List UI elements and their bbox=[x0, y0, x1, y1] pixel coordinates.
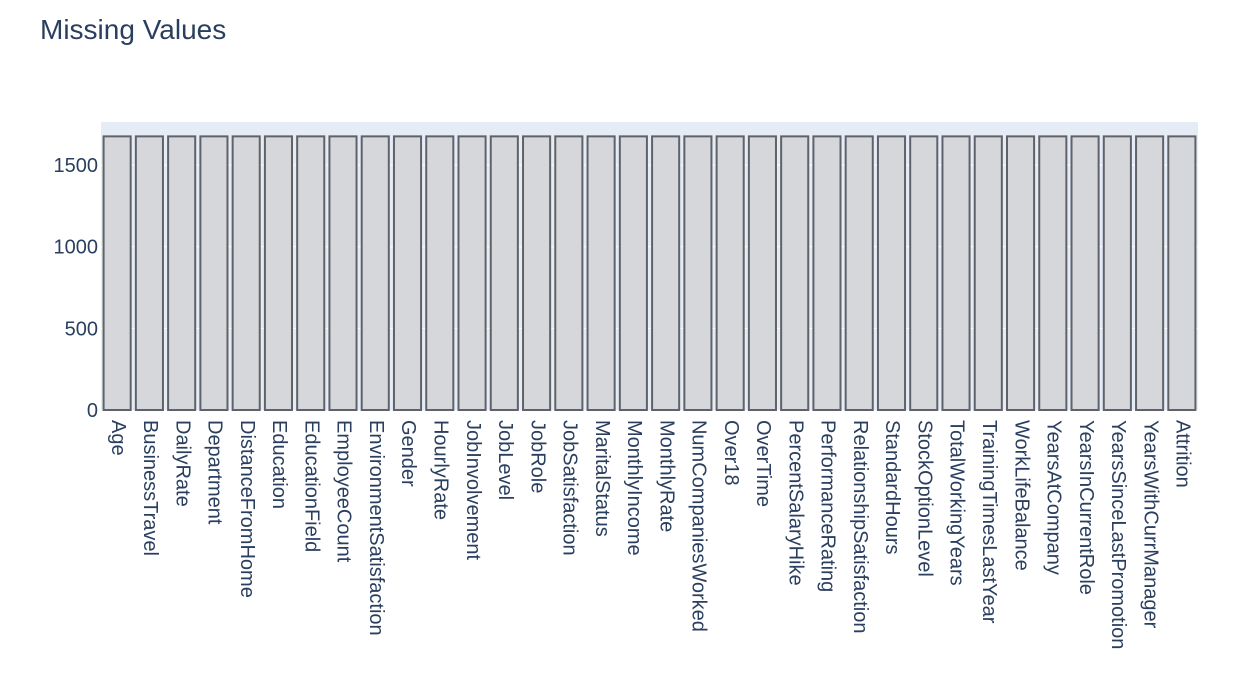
bar-businesstravel bbox=[134, 135, 164, 411]
x-tick-label: JobRole bbox=[526, 420, 548, 493]
bar-education bbox=[263, 135, 294, 411]
bar-over18 bbox=[715, 135, 745, 411]
x-tick-label: Education bbox=[268, 420, 290, 509]
x-tick-label: YearsAtCompany bbox=[1043, 420, 1065, 575]
y-tick-label: 500 bbox=[65, 318, 98, 340]
bar-maritalstatus bbox=[586, 135, 616, 411]
x-tick-label: BusinessTravel bbox=[139, 420, 161, 556]
x-tick-label: YearsSinceLastPromotion bbox=[1107, 420, 1129, 649]
x-tick-label: Over18 bbox=[720, 420, 742, 486]
bar-yearssincelastpromotion bbox=[1102, 135, 1132, 411]
bar-yearsincurrentrole bbox=[1070, 135, 1100, 411]
bar-joblevel bbox=[489, 135, 519, 411]
bar-jobinvolvement bbox=[457, 135, 487, 411]
x-tick-label: Gender bbox=[397, 420, 419, 487]
x-tick-label: MonthlyRate bbox=[655, 420, 677, 532]
x-tick-label: HourlyRate bbox=[429, 420, 451, 520]
chart-title: Missing Values bbox=[40, 14, 227, 45]
bar-stockoptionlevel bbox=[909, 135, 939, 411]
bar-hourlyrate bbox=[425, 135, 455, 411]
x-tick-label: OverTime bbox=[752, 420, 774, 507]
bar-overtime bbox=[747, 135, 777, 411]
bar-relationshipsatisfaction bbox=[844, 135, 874, 411]
y-axis-ticks: 0 500 1000 1500 bbox=[54, 155, 99, 422]
x-tick-label: EmployeeCount bbox=[333, 420, 355, 563]
x-tick-label: WorkLifeBalance bbox=[1010, 420, 1032, 571]
bar-dailyrate bbox=[167, 135, 197, 411]
x-tick-label: YearsWithCurrManager bbox=[1139, 420, 1161, 629]
bar-worklifebalance bbox=[1005, 135, 1036, 411]
bar-distancefromhome bbox=[231, 135, 261, 411]
x-tick-label: EducationField bbox=[300, 420, 322, 552]
x-tick-label: MaritalStatus bbox=[591, 420, 613, 537]
bar-educationfield bbox=[296, 135, 326, 411]
bar-monthlyrate bbox=[651, 135, 681, 411]
x-tick-label: Department bbox=[204, 420, 226, 525]
bar-jobrole bbox=[522, 135, 552, 411]
y-tick-label: 1500 bbox=[54, 155, 99, 177]
x-tick-label: Attrition bbox=[1172, 420, 1194, 488]
x-tick-label: PerformanceRating bbox=[817, 420, 839, 592]
bar-monthlyincome bbox=[618, 135, 648, 411]
x-tick-label: Age bbox=[107, 420, 129, 456]
x-tick-label: PercentSalaryHike bbox=[784, 420, 806, 586]
bar-yearswithcurrmanager bbox=[1135, 135, 1165, 411]
bar-age bbox=[102, 135, 132, 411]
bar-numcompaniesworked bbox=[683, 135, 713, 411]
bar-trainingtimeslastyear bbox=[973, 135, 1003, 411]
bar-percentsalaryhike bbox=[780, 135, 810, 411]
x-tick-label: DistanceFromHome bbox=[236, 420, 258, 598]
x-tick-label: YearsInCurrentRole bbox=[1075, 420, 1097, 595]
bar-department bbox=[199, 135, 229, 411]
x-tick-label: JobLevel bbox=[494, 420, 516, 500]
x-tick-label: TrainingTimesLastYear bbox=[978, 420, 1000, 624]
bar-totalworkingyears bbox=[941, 135, 971, 411]
bar-yearsatcompany bbox=[1038, 135, 1068, 411]
x-tick-label: StandardHours bbox=[881, 420, 903, 555]
x-axis-ticks: Age BusinessTravel DailyRate Department Dist… bbox=[107, 420, 1194, 649]
x-tick-label: StockOptionLevel bbox=[913, 420, 935, 577]
x-tick-label: EnvironmentSatisfaction bbox=[365, 420, 387, 636]
bar-performancerating bbox=[812, 135, 842, 411]
bars bbox=[102, 135, 1197, 411]
bar-gender bbox=[392, 135, 423, 411]
x-tick-label: DailyRate bbox=[171, 420, 193, 507]
bar-attrition bbox=[1167, 135, 1197, 411]
x-tick-label: JobSatisfaction bbox=[559, 420, 581, 556]
x-tick-label: MonthlyIncome bbox=[623, 420, 645, 556]
bar-employeecount bbox=[328, 135, 358, 411]
bar-standardhours bbox=[876, 135, 907, 411]
x-tick-label: NumCompaniesWorked bbox=[688, 420, 710, 632]
x-tick-label: JobInvolvement bbox=[462, 420, 484, 561]
x-tick-label: TotalWorkingYears bbox=[946, 420, 968, 586]
x-tick-label: RelationshipSatisfaction bbox=[849, 420, 871, 633]
bar-jobsatisfaction bbox=[554, 135, 584, 411]
bar-environmentsatisfaction bbox=[360, 135, 390, 411]
y-tick-label: 1000 bbox=[54, 237, 99, 259]
y-tick-label: 0 bbox=[87, 400, 98, 422]
